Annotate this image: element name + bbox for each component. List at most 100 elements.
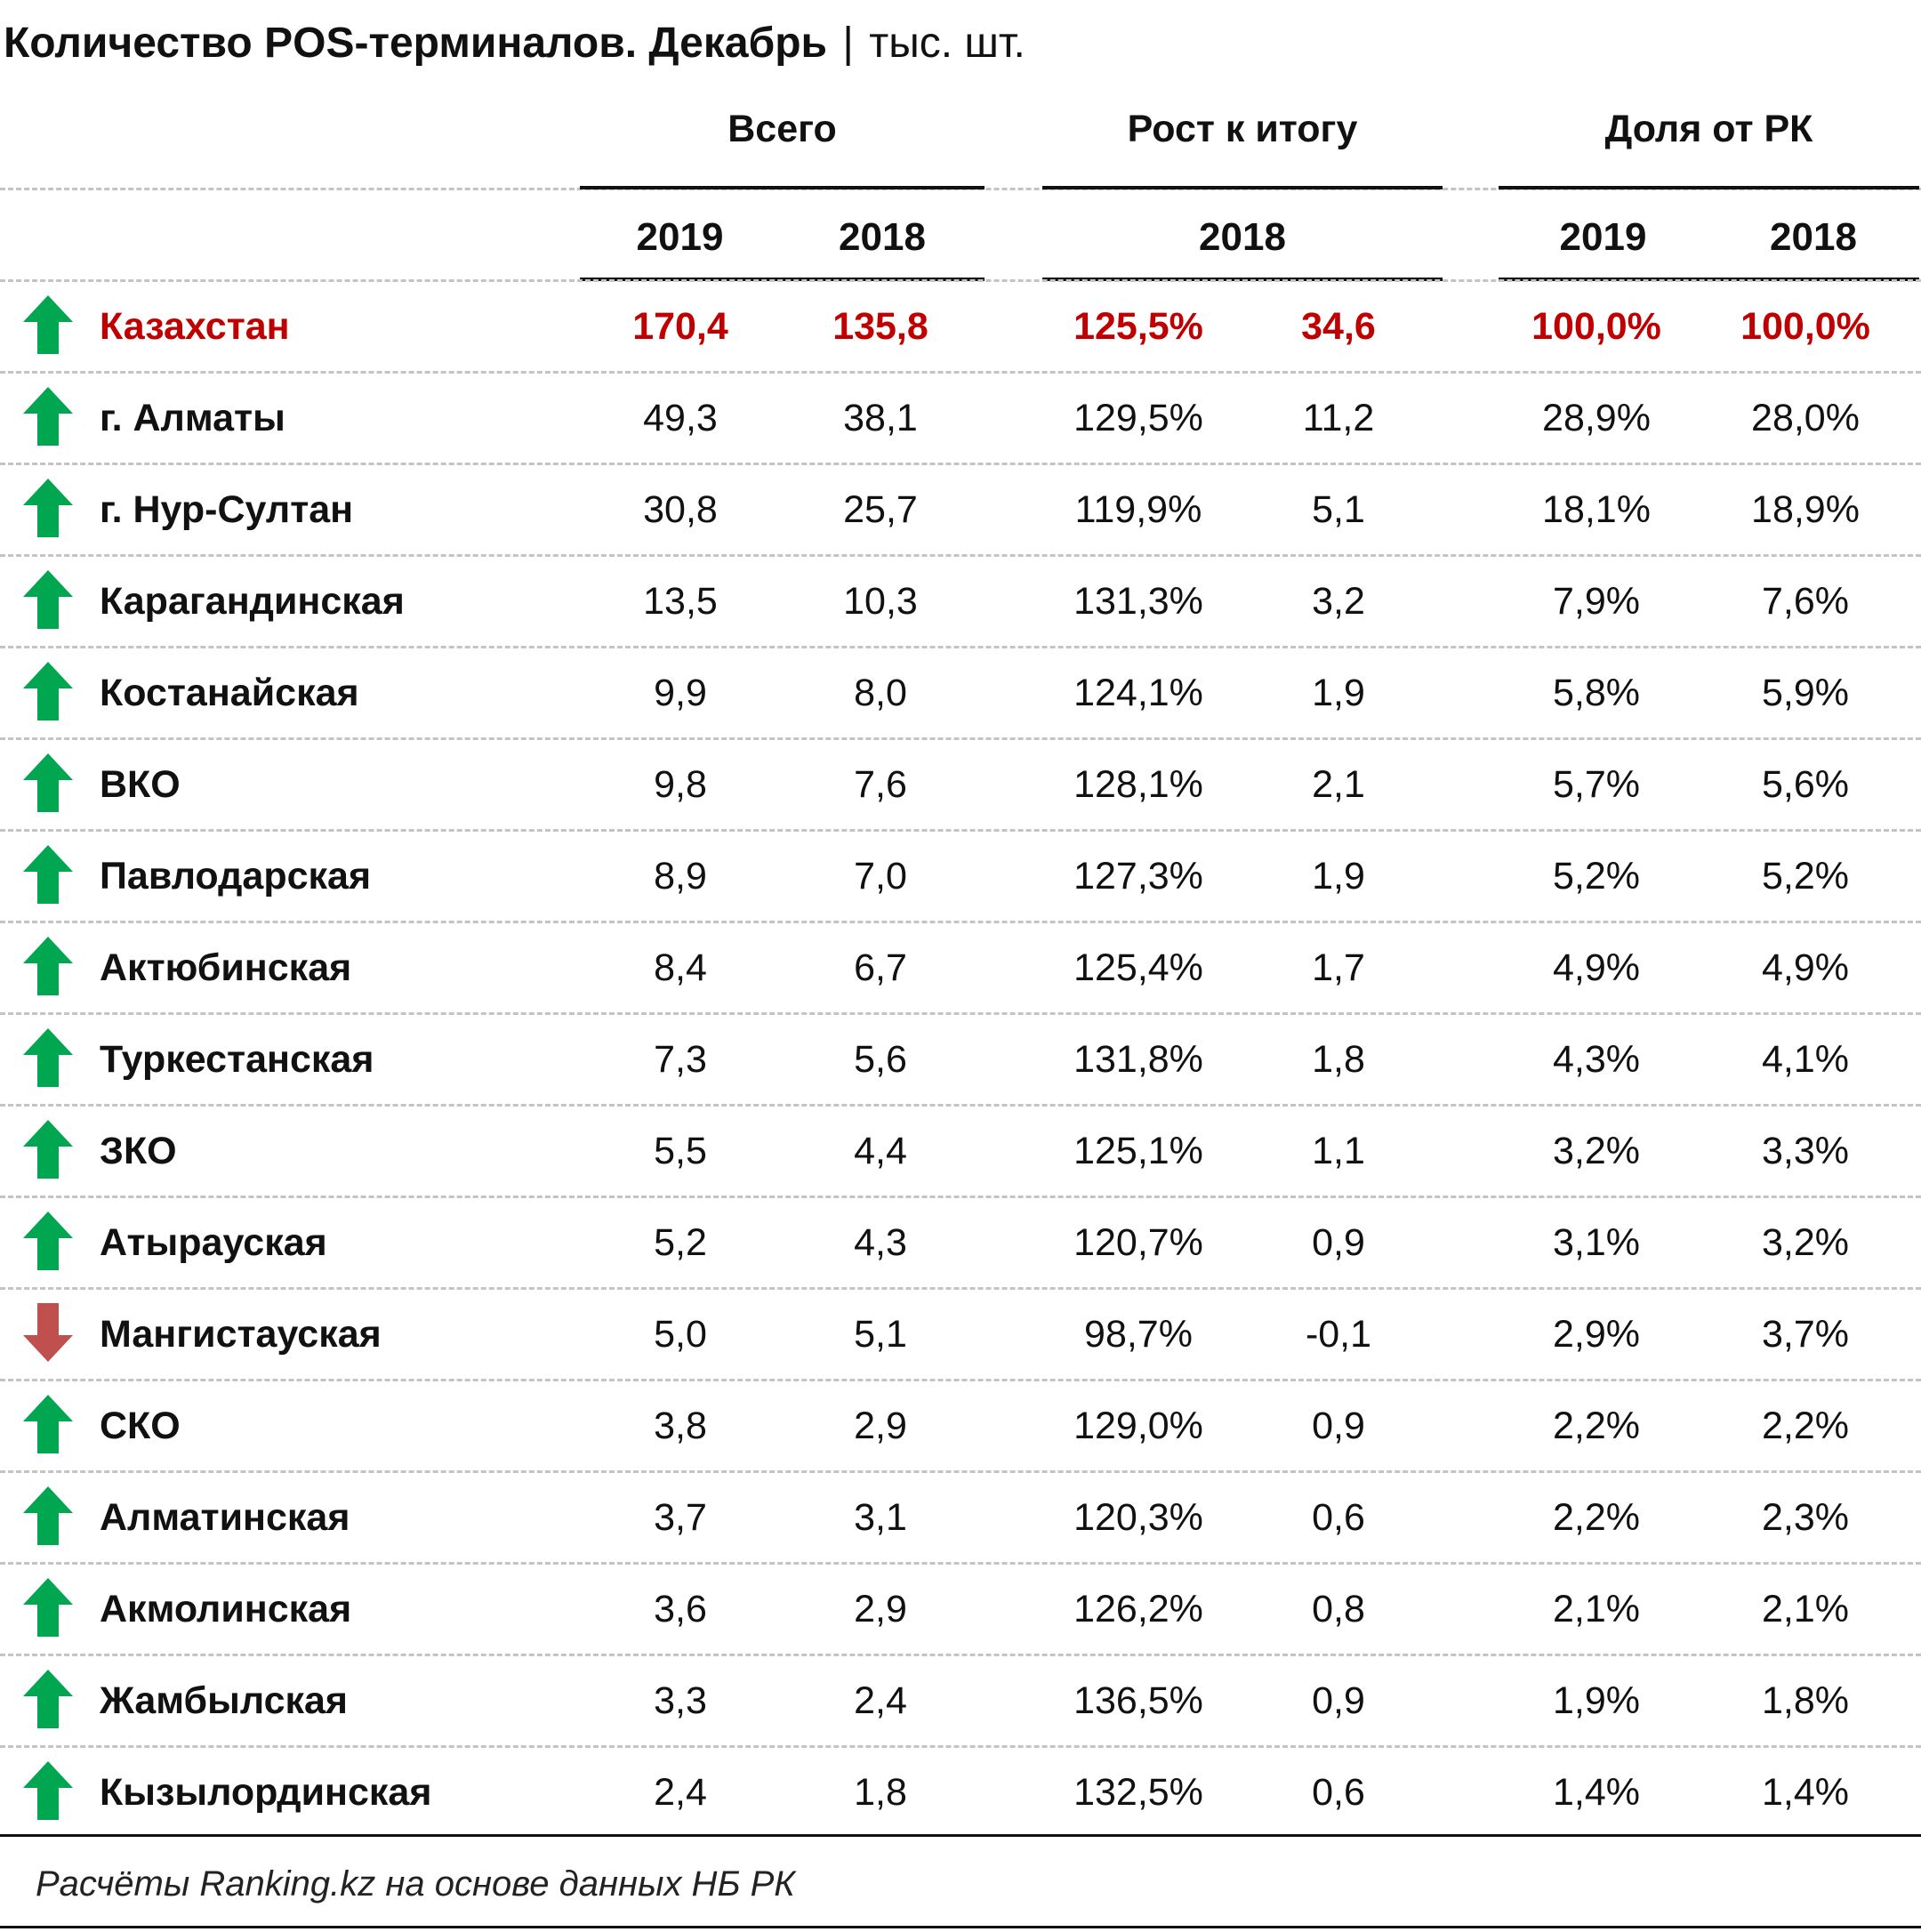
share-2019-cell: 5,7% bbox=[1552, 763, 1640, 806]
total-2019-cell: 13,5 bbox=[643, 580, 718, 623]
total-2019-cell: 9,9 bbox=[654, 672, 707, 714]
total-2019-cell: 2,4 bbox=[654, 1771, 707, 1814]
growth-abs-cell: 3,2 bbox=[1312, 580, 1365, 623]
region-name: ВКО bbox=[100, 763, 181, 806]
region-name: г. Алматы bbox=[100, 397, 285, 439]
region-name: Акмолинская bbox=[100, 1588, 352, 1630]
table-row: Мангистауская 5,0 5,1 98,7% -0,1 2,9% 3,7% bbox=[0, 1289, 1921, 1381]
total-2018-cell: 4,3 bbox=[854, 1221, 907, 1264]
growth-pct-cell: 125,1% bbox=[1073, 1130, 1203, 1172]
header-year-share-2018: 2018 bbox=[1770, 215, 1857, 259]
header-year-growth-2018: 2018 bbox=[1199, 215, 1286, 259]
arrow-up-icon bbox=[20, 1668, 76, 1730]
share-2018-cell: 4,9% bbox=[1761, 946, 1849, 989]
growth-pct-cell: 131,8% bbox=[1073, 1038, 1203, 1081]
growth-pct-cell: 125,5% bbox=[1073, 305, 1203, 348]
row-separator bbox=[0, 1012, 1921, 1015]
arrow-up-icon bbox=[20, 660, 76, 722]
growth-pct-cell: 129,0% bbox=[1073, 1405, 1203, 1447]
table-row: г. Алматы 49,3 38,1 129,5% 11,2 28,9% 28,0% bbox=[0, 373, 1921, 464]
arrow-up-icon bbox=[20, 1026, 76, 1089]
share-2018-cell: 18,9% bbox=[1751, 488, 1860, 531]
share-2019-cell: 1,9% bbox=[1552, 1679, 1640, 1722]
share-2019-cell: 7,9% bbox=[1552, 580, 1640, 623]
chart-title: Количество POS-терминалов. Декабрь | тыс… bbox=[4, 12, 1025, 75]
arrow-up-icon bbox=[20, 568, 76, 631]
share-2018-cell: 2,3% bbox=[1761, 1496, 1849, 1539]
share-2019-cell: 1,4% bbox=[1552, 1771, 1640, 1814]
total-2019-cell: 3,6 bbox=[654, 1588, 707, 1630]
total-2019-cell: 5,2 bbox=[654, 1221, 707, 1264]
row-separator bbox=[0, 1195, 1921, 1198]
total-2018-cell: 25,7 bbox=[843, 488, 918, 531]
table-row: ЗКО 5,5 4,4 125,1% 1,1 3,2% 3,3% bbox=[0, 1106, 1921, 1197]
total-2019-cell: 8,4 bbox=[654, 946, 707, 989]
growth-abs-cell: 11,2 bbox=[1302, 397, 1375, 439]
total-2018-cell: 7,0 bbox=[854, 855, 907, 898]
share-2018-cell: 28,0% bbox=[1751, 397, 1860, 439]
share-2019-cell: 2,1% bbox=[1552, 1588, 1640, 1630]
region-name: г. Нур-Султан bbox=[100, 488, 354, 531]
header-rule-growth-top bbox=[1042, 186, 1443, 189]
total-2018-cell: 4,4 bbox=[854, 1130, 907, 1172]
row-separator bbox=[0, 1745, 1921, 1748]
table-row: Жамбылская 3,3 2,4 136,5% 0,9 1,9% 1,8% bbox=[0, 1655, 1921, 1747]
region-name: Актюбинская bbox=[100, 946, 352, 989]
share-2019-cell: 100,0% bbox=[1531, 305, 1661, 348]
table-row-total: Казахстан 170,4 135,8 125,5% 34,6 100,0% 100,0… bbox=[0, 281, 1921, 373]
growth-pct-cell: 124,1% bbox=[1073, 672, 1203, 714]
table-row: Карагандинская 13,5 10,3 131,3% 3,2 7,9% 7,6% bbox=[0, 556, 1921, 648]
total-2019-cell: 170,4 bbox=[632, 305, 728, 348]
growth-abs-cell: 34,6 bbox=[1301, 305, 1376, 348]
share-2018-cell: 3,3% bbox=[1761, 1130, 1849, 1172]
share-2018-cell: 5,6% bbox=[1761, 763, 1849, 806]
total-2019-cell: 49,3 bbox=[643, 397, 718, 439]
table-row: Павлодарская 8,9 7,0 127,3% 1,9 5,2% 5,2% bbox=[0, 831, 1921, 922]
growth-abs-cell: -0,1 bbox=[1305, 1313, 1372, 1356]
share-2018-cell: 4,1% bbox=[1761, 1038, 1849, 1081]
title-text: Количество POS-терминалов. Декабрь bbox=[4, 20, 828, 67]
growth-pct-cell: 98,7% bbox=[1084, 1313, 1193, 1356]
header-group-total: Всего bbox=[727, 108, 837, 150]
share-2019-cell: 28,9% bbox=[1542, 397, 1651, 439]
region-name: Атырауская bbox=[100, 1221, 327, 1264]
row-separator bbox=[0, 554, 1921, 557]
total-2018-cell: 2,9 bbox=[854, 1405, 907, 1447]
growth-abs-cell: 0,9 bbox=[1312, 1405, 1365, 1447]
share-2018-cell: 1,4% bbox=[1761, 1771, 1849, 1814]
total-2018-cell: 7,6 bbox=[854, 763, 907, 806]
header-rule-total-top bbox=[580, 186, 985, 189]
header-group-growth: Рост к итогу bbox=[1127, 108, 1358, 150]
total-2019-cell: 30,8 bbox=[643, 488, 718, 531]
share-2018-cell: 2,1% bbox=[1761, 1588, 1849, 1630]
region-name: Алматинская bbox=[100, 1496, 350, 1539]
total-2019-cell: 3,3 bbox=[654, 1679, 707, 1722]
share-2019-cell: 2,2% bbox=[1552, 1496, 1640, 1539]
row-separator bbox=[0, 1654, 1921, 1656]
region-name: Мангистауская bbox=[100, 1313, 382, 1356]
growth-abs-cell: 1,8 bbox=[1312, 1038, 1365, 1081]
region-name: Жамбылская bbox=[100, 1679, 349, 1722]
total-2018-cell: 2,9 bbox=[854, 1588, 907, 1630]
share-2019-cell: 2,9% bbox=[1552, 1313, 1640, 1356]
growth-pct-cell: 132,5% bbox=[1073, 1771, 1203, 1814]
total-2018-cell: 135,8 bbox=[832, 305, 928, 348]
header-group-share: Доля от РК bbox=[1604, 108, 1813, 150]
growth-pct-cell: 125,4% bbox=[1073, 946, 1203, 989]
row-separator bbox=[0, 1562, 1921, 1565]
share-2019-cell: 5,2% bbox=[1552, 855, 1640, 898]
total-2018-cell: 10,3 bbox=[843, 580, 918, 623]
region-name: Туркестанская bbox=[100, 1038, 374, 1081]
title-unit: тыс. шт. bbox=[869, 20, 1025, 67]
arrow-up-icon bbox=[20, 294, 76, 356]
total-2018-cell: 5,6 bbox=[854, 1038, 907, 1081]
row-separator bbox=[0, 646, 1921, 648]
header-year-total-2018: 2018 bbox=[839, 215, 926, 259]
total-2018-cell: 6,7 bbox=[854, 946, 907, 989]
region-name: Казахстан bbox=[100, 305, 290, 348]
region-name: СКО bbox=[100, 1405, 181, 1447]
row-separator bbox=[0, 1470, 1921, 1473]
share-2019-cell: 4,3% bbox=[1552, 1038, 1640, 1081]
growth-pct-cell: 127,3% bbox=[1073, 855, 1203, 898]
row-separator bbox=[0, 1379, 1921, 1381]
